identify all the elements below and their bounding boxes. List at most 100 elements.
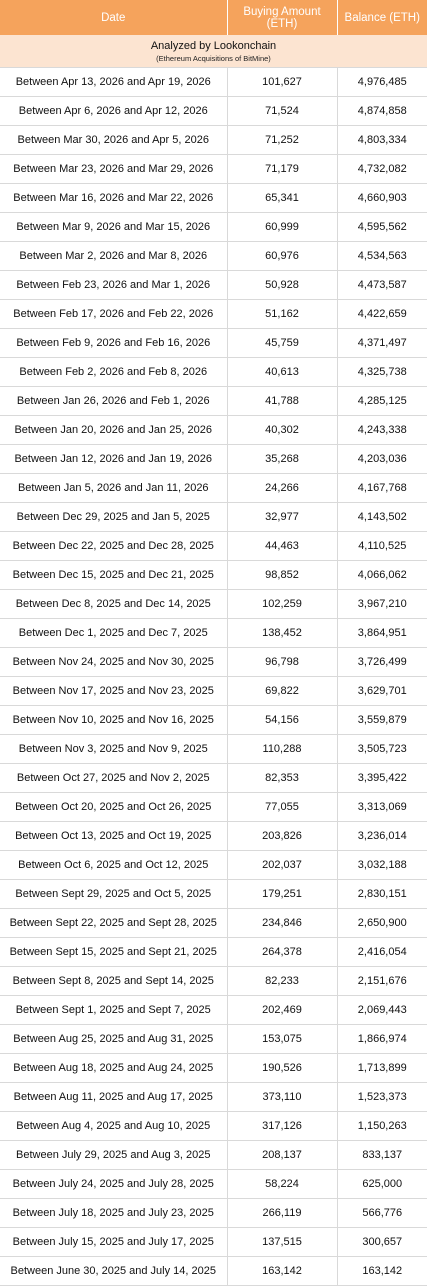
table-row: Between July 24, 2025 and July 28, 2025 5… — [0, 1169, 427, 1199]
date-cell: Between Aug 11, 2025 and Aug 17, 2025 — [0, 1082, 227, 1112]
date-cell: Between Dec 1, 2025 and Dec 7, 2025 — [0, 618, 227, 648]
balance-cell: 4,110,525 — [336, 531, 427, 561]
table-row: Between Feb 2, 2026 and Feb 8, 2026 40,61… — [0, 357, 427, 387]
date-cell: Between Jan 5, 2026 and Jan 11, 2026 — [0, 473, 227, 503]
date-cell: Between Mar 16, 2026 and Mar 22, 2026 — [0, 183, 227, 213]
date-cell: Between Sept 8, 2025 and Sept 14, 2025 — [0, 966, 227, 996]
balance-cell: 163,142 — [336, 1256, 427, 1286]
date-cell: Between Dec 8, 2025 and Dec 14, 2025 — [0, 589, 227, 619]
balance-cell: 2,650,900 — [336, 908, 427, 938]
table-row: Between Oct 27, 2025 and Nov 2, 2025 82,3… — [0, 763, 427, 793]
balance-cell: 3,505,723 — [336, 734, 427, 764]
date-cell: Between Dec 22, 2025 and Dec 28, 2025 — [0, 531, 227, 561]
buying-amount-cell: 24,266 — [226, 473, 337, 503]
balance-cell: 1,866,974 — [336, 1024, 427, 1054]
table-row: Between Feb 23, 2026 and Mar 1, 2026 50,9… — [0, 270, 427, 300]
date-cell: Between Oct 20, 2025 and Oct 26, 2025 — [0, 792, 227, 822]
balance-cell: 3,967,210 — [336, 589, 427, 619]
date-cell: Between Aug 18, 2025 and Aug 24, 2025 — [0, 1053, 227, 1083]
table-row: Between Mar 23, 2026 and Mar 29, 2026 71,… — [0, 154, 427, 184]
date-cell: Between Feb 2, 2026 and Feb 8, 2026 — [0, 357, 227, 387]
table-row: Between Apr 6, 2026 and Apr 12, 2026 71,5… — [0, 96, 427, 126]
balance-cell: 4,976,485 — [336, 67, 427, 97]
date-cell: Between Dec 29, 2025 and Jan 5, 2025 — [0, 502, 227, 532]
balance-cell: 566,776 — [336, 1198, 427, 1228]
balance-cell: 4,534,563 — [336, 241, 427, 271]
table-row: Between Sept 29, 2025 and Oct 5, 2025 179… — [0, 879, 427, 909]
buying-amount-cell: 58,224 — [226, 1169, 337, 1199]
table-row: Between Feb 17, 2026 and Feb 22, 2026 51,… — [0, 299, 427, 329]
balance-cell: 4,595,562 — [336, 212, 427, 242]
table-row: Between Sept 22, 2025 and Sept 28, 2025 2… — [0, 908, 427, 938]
buying-amount-cell: 71,524 — [226, 96, 337, 126]
table-row: Between July 18, 2025 and July 23, 2025 2… — [0, 1198, 427, 1228]
buying-amount-cell: 71,179 — [226, 154, 337, 184]
table-row: Between Mar 2, 2026 and Mar 8, 2026 60,97… — [0, 241, 427, 271]
date-cell: Between Jan 26, 2026 and Feb 1, 2026 — [0, 386, 227, 416]
table-row: Between Dec 29, 2025 and Jan 5, 2025 32,9… — [0, 502, 427, 532]
table-row: Between Nov 24, 2025 and Nov 30, 2025 96,… — [0, 647, 427, 677]
buying-amount-cell: 203,826 — [226, 821, 337, 851]
header-row: Date Buying Amount (ETH) Balance (ETH) — [0, 0, 427, 35]
date-cell: Between Jan 12, 2026 and Jan 19, 2026 — [0, 444, 227, 474]
balance-cell: 300,657 — [336, 1227, 427, 1257]
table-row: Between Jan 5, 2026 and Jan 11, 2026 24,2… — [0, 473, 427, 503]
table-row: Between Aug 11, 2025 and Aug 17, 2025 373… — [0, 1082, 427, 1112]
balance-cell: 4,325,738 — [336, 357, 427, 387]
table-body: Analyzed by Lookonchain (Ethereum Acquis… — [0, 35, 427, 1286]
balance-cell: 4,243,338 — [336, 415, 427, 445]
table-row: Between Aug 18, 2025 and Aug 24, 2025 190… — [0, 1053, 427, 1083]
date-cell: Between Sept 22, 2025 and Sept 28, 2025 — [0, 908, 227, 938]
buying-amount-cell: 317,126 — [226, 1111, 337, 1141]
balance-cell: 4,874,858 — [336, 96, 427, 126]
table-row: Between Jan 26, 2026 and Feb 1, 2026 41,7… — [0, 386, 427, 416]
date-cell: Between Oct 6, 2025 and Oct 12, 2025 — [0, 850, 227, 880]
date-cell: Between Sept 29, 2025 and Oct 5, 2025 — [0, 879, 227, 909]
date-cell: Between Aug 25, 2025 and Aug 31, 2025 — [0, 1024, 227, 1054]
date-cell: Between July 15, 2025 and July 17, 2025 — [0, 1227, 227, 1257]
date-cell: Between Dec 15, 2025 and Dec 21, 2025 — [0, 560, 227, 590]
banner-row: Analyzed by Lookonchain (Ethereum Acquis… — [0, 35, 427, 68]
buying-amount-cell: 40,302 — [226, 415, 337, 445]
balance-cell: 1,523,373 — [336, 1082, 427, 1112]
table-row: Between Jan 20, 2026 and Jan 25, 2026 40,… — [0, 415, 427, 445]
balance-cell: 4,371,497 — [336, 328, 427, 358]
buying-amount-cell: 208,137 — [226, 1140, 337, 1170]
date-cell: Between Nov 3, 2025 and Nov 9, 2025 — [0, 734, 227, 764]
date-cell: Between Mar 23, 2026 and Mar 29, 2026 — [0, 154, 227, 184]
table-row: Between July 29, 2025 and Aug 3, 2025 208… — [0, 1140, 427, 1170]
buying-amount-cell: 82,353 — [226, 763, 337, 793]
table-row: Between Jan 12, 2026 and Jan 19, 2026 35,… — [0, 444, 427, 474]
buying-amount-cell: 32,977 — [226, 502, 337, 532]
table-row: Between Nov 17, 2025 and Nov 23, 2025 69,… — [0, 676, 427, 706]
date-cell: Between Oct 27, 2025 and Nov 2, 2025 — [0, 763, 227, 793]
date-cell: Between Aug 4, 2025 and Aug 10, 2025 — [0, 1111, 227, 1141]
date-cell: Between July 18, 2025 and July 23, 2025 — [0, 1198, 227, 1228]
table-row: Between Mar 16, 2026 and Mar 22, 2026 65,… — [0, 183, 427, 213]
table-row: Between Sept 1, 2025 and Sept 7, 2025 202… — [0, 995, 427, 1025]
balance-cell: 625,000 — [336, 1169, 427, 1199]
balance-cell: 4,803,334 — [336, 125, 427, 155]
buying-amount-cell: 373,110 — [226, 1082, 337, 1112]
buying-amount-cell: 40,613 — [226, 357, 337, 387]
balance-cell: 3,864,951 — [336, 618, 427, 648]
balance-cell: 833,137 — [336, 1140, 427, 1170]
banner-subtitle: (Ethereum Acquisitions of BitMine) — [156, 53, 271, 63]
date-cell: Between Apr 6, 2026 and Apr 12, 2026 — [0, 96, 227, 126]
buying-amount-cell: 98,852 — [226, 560, 337, 590]
date-cell: Between Mar 2, 2026 and Mar 8, 2026 — [0, 241, 227, 271]
buying-amount-cell: 45,759 — [226, 328, 337, 358]
buying-amount-cell: 266,119 — [226, 1198, 337, 1228]
table-row: Between Dec 8, 2025 and Dec 14, 2025 102,… — [0, 589, 427, 619]
buying-amount-cell: 137,515 — [226, 1227, 337, 1257]
table-row: Between Oct 6, 2025 and Oct 12, 2025 202,… — [0, 850, 427, 880]
balance-cell: 1,150,263 — [336, 1111, 427, 1141]
balance-cell: 3,032,188 — [336, 850, 427, 880]
balance-cell: 3,236,014 — [336, 821, 427, 851]
balance-cell: 2,069,443 — [336, 995, 427, 1025]
buying-amount-cell: 179,251 — [226, 879, 337, 909]
date-cell: Between Oct 13, 2025 and Oct 19, 2025 — [0, 821, 227, 851]
table-row: Between Oct 13, 2025 and Oct 19, 2025 203… — [0, 821, 427, 851]
balance-cell: 4,473,587 — [336, 270, 427, 300]
